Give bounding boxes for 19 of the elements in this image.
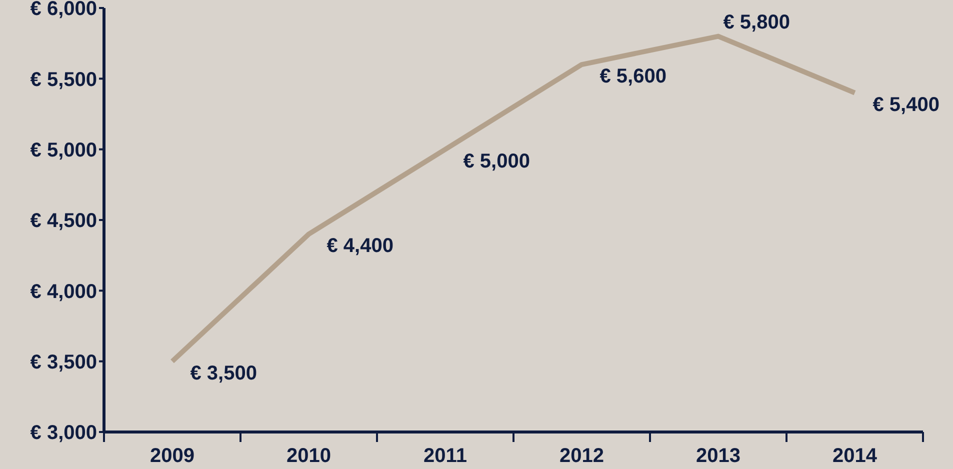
x-tick-label: 2011	[424, 445, 467, 467]
x-tick-label: 2009	[150, 445, 194, 467]
data-label: € 5,600	[600, 66, 666, 88]
data-label: € 3,500	[190, 362, 257, 384]
x-tick-label: 2012	[560, 445, 604, 467]
data-label: € 5,800	[723, 11, 790, 34]
data-label: € 4,400	[326, 235, 394, 258]
y-tick-label: € 5,500	[30, 68, 97, 91]
y-tick-label: € 5,000	[30, 139, 97, 162]
y-tick-label: € 3,500	[30, 351, 97, 374]
y-tick-label: € 3,000	[30, 422, 97, 444]
y-tick-label: € 4,500	[30, 210, 97, 232]
x-tick-label: 2010	[286, 445, 331, 467]
data-label: € 5,000	[463, 150, 530, 172]
data-label: € 5,400	[872, 94, 940, 116]
y-tick-label: € 4,000	[30, 280, 97, 303]
y-tick-label: € 6,000	[30, 0, 97, 20]
x-tick-label: 2014	[832, 445, 878, 467]
x-tick-label: 2013	[696, 445, 740, 467]
